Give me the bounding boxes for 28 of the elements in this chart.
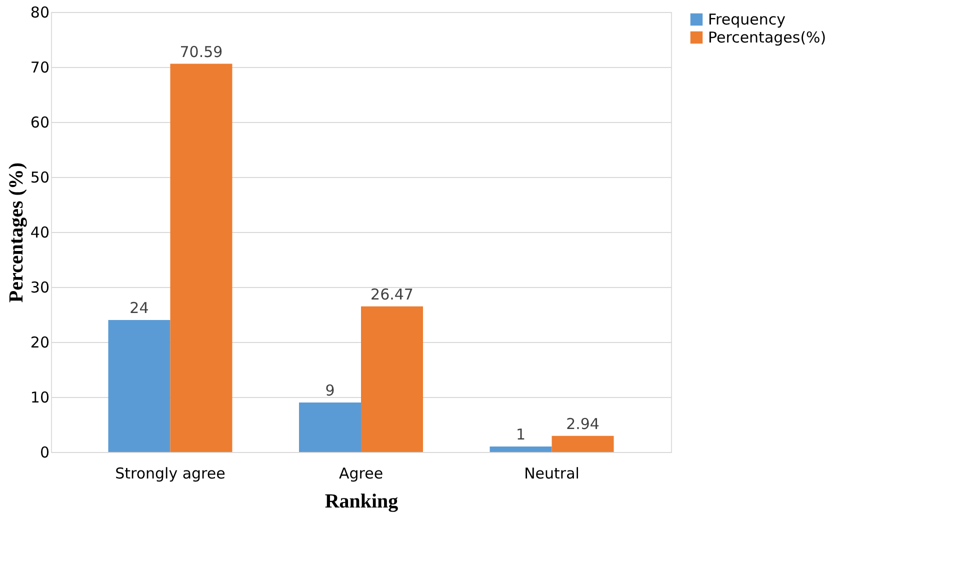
- bar: [490, 446, 552, 452]
- y-tick-label: 60: [30, 114, 50, 132]
- x-tick-label: Neutral: [524, 464, 580, 482]
- data-label: 26.47: [370, 285, 414, 304]
- y-axis-title: Percentages (%): [5, 162, 28, 303]
- data-label: 9: [325, 382, 335, 400]
- data-label: 1: [516, 426, 526, 444]
- x-tick-label: Agree: [338, 464, 384, 482]
- bar: [552, 436, 614, 452]
- y-tick-label: 40: [30, 224, 50, 242]
- x-axis-title: Ranking: [324, 490, 398, 512]
- y-tick-label: 80: [30, 4, 50, 22]
- y-tick-label: 10: [30, 388, 50, 406]
- data-label: 2.94: [566, 414, 600, 433]
- y-tick-label: 20: [30, 334, 50, 352]
- y-tick-label: 30: [30, 278, 50, 296]
- bar: [170, 64, 232, 452]
- data-label: 70.59: [180, 42, 223, 61]
- y-tick-label: 0: [40, 444, 50, 462]
- legend-label: Frequency: [708, 10, 786, 28]
- bar: [361, 306, 423, 452]
- x-tick-label: Strongly agree: [115, 464, 226, 482]
- bar: [108, 320, 170, 452]
- y-tick-label: 50: [30, 168, 50, 186]
- bar: [299, 402, 361, 452]
- y-tick-label: 70: [30, 58, 50, 76]
- legend-label: Percentages(%): [708, 28, 826, 46]
- data-label: 24: [130, 299, 149, 317]
